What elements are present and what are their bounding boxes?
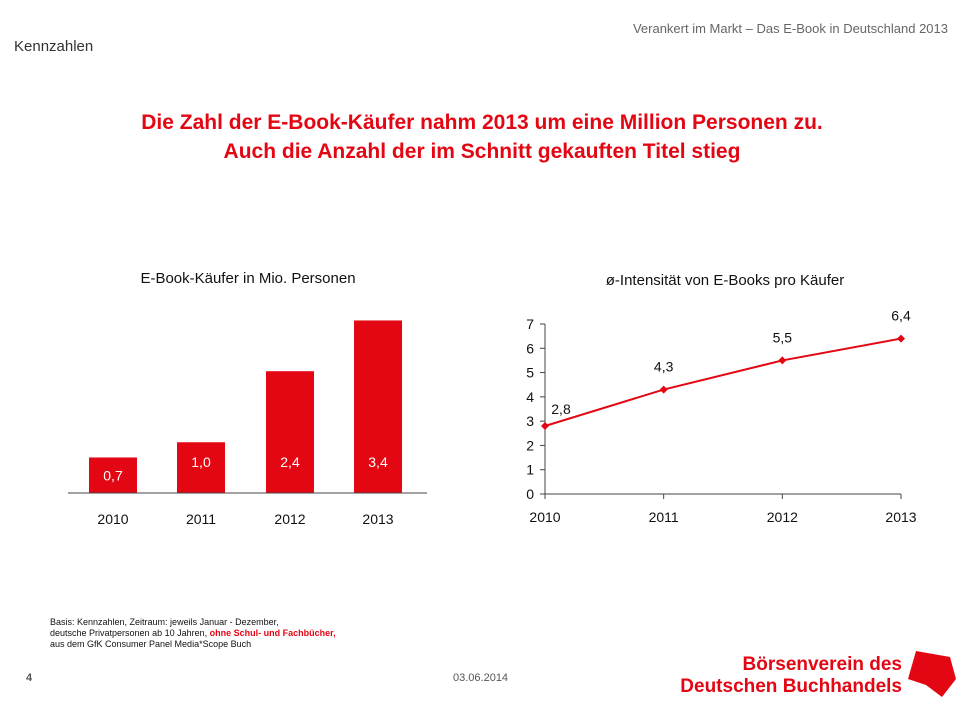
bar-x-tick-labels: 2010 2011 2012 2013 xyxy=(97,511,393,527)
bar-x-tick-label: 2012 xyxy=(274,511,305,527)
footnote-line-3: aus dem GfK Consumer Panel Media*Scope B… xyxy=(50,639,252,649)
footnote-line-1: Basis: Kennzahlen, Zeitraum: jeweils Jan… xyxy=(50,617,279,627)
x-tick-label: 2010 xyxy=(529,509,560,525)
y-tick-label: 5 xyxy=(526,365,534,381)
line-points: 2,8 4,3 5,5 6,4 xyxy=(541,308,911,430)
bar-2010 xyxy=(89,457,137,493)
line-y-ticks: 0 1 2 3 4 5 6 7 xyxy=(526,316,545,502)
bar-2011 xyxy=(177,442,225,493)
y-tick-label: 3 xyxy=(526,413,534,429)
line-value-label: 5,5 xyxy=(773,329,793,345)
x-tick-label: 2011 xyxy=(649,509,679,525)
headline-line-2: Auch die Anzahl der im Schnitt gekauften… xyxy=(223,140,741,163)
section-title: Kennzahlen xyxy=(14,38,94,55)
bar-2013 xyxy=(354,320,402,493)
date: 03.06.2014 xyxy=(453,672,509,684)
logo-line-1: Börsenverein des xyxy=(742,654,902,675)
y-tick-label: 7 xyxy=(526,316,534,332)
bar-group: 0,7 1,0 2,4 3,4 xyxy=(89,320,402,493)
bar-chart-title: E-Book-Käufer in Mio. Personen xyxy=(140,270,355,287)
footnote-line-2: deutsche Privatpersonen ab 10 Jahren, oh… xyxy=(50,628,336,639)
line-point-2010 xyxy=(541,422,549,430)
logo-line-2: Deutschen Buchhandels xyxy=(680,676,902,697)
presentation-subtitle: Verankert im Markt – Das E-Book in Deuts… xyxy=(632,21,948,36)
y-tick-label: 2 xyxy=(526,437,534,453)
line-point-2013 xyxy=(897,334,905,343)
publisher-logo-text: Börsenverein des Deutschen Buchhandels xyxy=(680,654,902,698)
x-tick-label: 2012 xyxy=(767,509,798,525)
y-tick-label: 0 xyxy=(526,486,534,502)
page-number: 4 xyxy=(26,672,33,684)
bar-value-label: 0,7 xyxy=(103,467,123,483)
line-chart-title: ø-Intensität von E-Books pro Käufer xyxy=(606,272,844,289)
line-value-label: 2,8 xyxy=(551,401,571,417)
publisher-logo-icon xyxy=(908,651,956,697)
line-value-label: 4,3 xyxy=(654,359,674,375)
footnote: Basis: Kennzahlen, Zeitraum: jeweils Jan… xyxy=(50,617,336,650)
bar-value-label: 1,0 xyxy=(191,454,211,470)
bar-value-label: 3,4 xyxy=(368,454,388,470)
bar-chart: E-Book-Käufer in Mio. Personen 0,7 1,0 2,4… xyxy=(68,270,427,527)
bar-x-tick-label: 2011 xyxy=(186,511,216,527)
line-value-label: 6,4 xyxy=(891,308,911,324)
y-tick-label: 1 xyxy=(526,462,534,478)
footnote-line-2-text: deutsche Privatpersonen ab 10 Jahren, xyxy=(50,628,210,638)
bar-2012 xyxy=(266,371,314,493)
line-point-2011 xyxy=(659,385,668,394)
headline: Die Zahl der E-Book-Käufer nahm 2013 um … xyxy=(0,108,964,166)
bar-x-tick-label: 2013 xyxy=(362,511,393,527)
bar-x-tick-label: 2010 xyxy=(97,511,128,527)
footnote-highlight: ohne Schul- und Fachbücher, xyxy=(209,628,336,638)
headline-line-1: Die Zahl der E-Book-Käufer nahm 2013 um … xyxy=(141,111,823,134)
y-tick-label: 4 xyxy=(526,389,534,405)
line-series xyxy=(544,337,902,427)
x-tick-label: 2013 xyxy=(885,509,916,525)
line-x-ticks: 2010 2011 2012 2013 xyxy=(529,494,917,525)
line-chart: ø-Intensität von E-Books pro Käufer 0 1 2 3… xyxy=(526,272,917,525)
y-tick-label: 6 xyxy=(526,340,534,356)
line-point-2012 xyxy=(778,356,787,365)
bar-value-label: 2,4 xyxy=(280,454,300,470)
